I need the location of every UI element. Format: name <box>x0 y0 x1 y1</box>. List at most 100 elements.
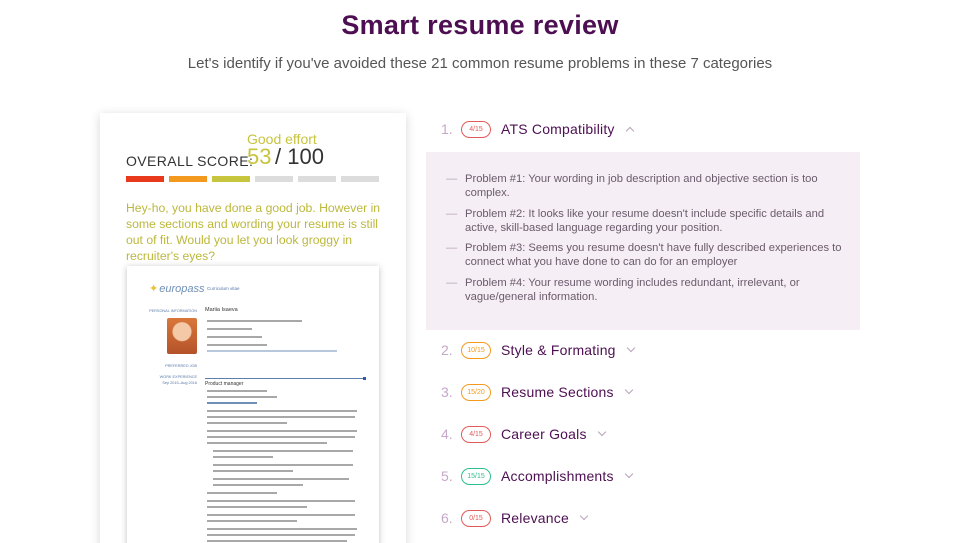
resume-text-line <box>207 540 347 542</box>
category-score-badge: 15/15 <box>461 467 491 485</box>
category-number: 6. <box>441 510 453 526</box>
resume-text-line <box>207 416 355 418</box>
category-title: Relevance <box>501 510 569 526</box>
chevron-down-icon[interactable] <box>597 427 606 437</box>
problem-text: Problem #3: Seems you resume doesn't hav… <box>465 242 842 268</box>
category-career-goals[interactable]: 4. 4/15 Career Goals <box>441 421 606 447</box>
category-title: ATS Compatibility <box>501 121 615 137</box>
category-score-badge: 4/15 <box>461 425 491 443</box>
resume-text-line <box>207 396 277 398</box>
score-segment <box>341 176 379 182</box>
chevron-down-icon[interactable] <box>624 385 633 395</box>
resume-text-line <box>207 436 355 438</box>
category-relevance[interactable]: 6. 0/15 Relevance <box>441 505 589 531</box>
resume-text-line <box>207 500 355 502</box>
resume-text-line <box>207 520 297 522</box>
category-number: 5. <box>441 468 453 484</box>
category-number: 2. <box>441 342 453 358</box>
resume-text-line <box>207 336 262 338</box>
problem-text: Problem #2: It looks like your resume do… <box>465 208 825 234</box>
score-verdict: Good effort <box>247 131 317 147</box>
resume-job-date: Sep 2015–Aug 2016 <box>162 381 197 385</box>
chevron-down-icon[interactable] <box>579 511 589 521</box>
overall-score-label: OVERALL SCORE: <box>126 153 254 169</box>
resume-photo <box>167 318 197 354</box>
category-ats-compatibility[interactable]: 1. 4/15 ATS Compatibility <box>441 116 634 142</box>
page-title: Smart resume review <box>341 10 619 40</box>
resume-text-line <box>207 528 357 530</box>
score-card: Good effort OVERALL SCORE: 53 / 100 Hey-… <box>100 113 406 543</box>
resume-text-line <box>213 478 349 480</box>
category-title: Accomplishments <box>501 468 614 484</box>
resume-text-line <box>207 514 355 516</box>
resume-text-line <box>207 344 267 346</box>
resume-text-line <box>207 442 327 444</box>
category-style-formating[interactable]: 2. 10/15 Style & Formating <box>441 337 635 363</box>
problem-text: Problem #1: Your wording in job descript… <box>465 173 818 199</box>
dash-icon: — <box>446 242 458 254</box>
dash-icon: — <box>446 173 458 185</box>
category-score-badge: 4/15 <box>461 120 491 138</box>
score-value: 53 <box>247 144 272 169</box>
category-number: 4. <box>441 426 453 442</box>
page-subtitle: Let's identify if you've avoided these 2… <box>187 55 773 72</box>
resume-section-work: WORK EXPERIENCE <box>159 375 197 379</box>
resume-text-line <box>207 430 357 432</box>
score-segment <box>126 176 164 182</box>
resume-text-line <box>207 402 257 404</box>
category-score-badge: 15/20 <box>461 383 491 401</box>
score-segment <box>212 176 250 182</box>
resume-doc-type: Curriculum vitae <box>207 286 240 291</box>
score-segment <box>298 176 336 182</box>
problem-item: — Problem #3: Seems you resume doesn't h… <box>446 241 846 269</box>
resume-text-line <box>213 450 353 452</box>
score-segment <box>255 176 293 182</box>
resume-name: Mariia Isaeva <box>205 307 238 313</box>
star-icon: ✦ <box>149 283 159 295</box>
resume-job-title: Product manager <box>205 381 244 387</box>
resume-rule-marker <box>363 377 366 380</box>
problem-item: — Problem #1: Your wording in job descri… <box>446 172 846 200</box>
category-score-badge: 0/15 <box>461 509 491 527</box>
category-title: Style & Formating <box>501 342 616 358</box>
resume-rule <box>205 378 365 379</box>
resume-text-line <box>207 390 267 392</box>
score-message: Hey-ho, you have done a good job. Howeve… <box>126 201 381 263</box>
category-resume-sections[interactable]: 3. 15/20 Resume Sections <box>441 379 633 405</box>
chevron-up-icon[interactable] <box>625 126 634 136</box>
score-max: / 100 <box>275 144 324 169</box>
dash-icon: — <box>446 277 458 289</box>
resume-section-job: PREFERRED JOB <box>165 364 197 368</box>
problem-item: — Problem #2: It looks like your resume … <box>446 207 846 235</box>
category-number: 1. <box>441 121 453 137</box>
resume-text-line <box>207 328 252 330</box>
category-number: 3. <box>441 384 453 400</box>
resume-text-line <box>207 320 302 322</box>
resume-text-line <box>213 464 353 466</box>
resume-text-line <box>207 350 337 352</box>
europass-logo: ✦europass <box>149 282 204 295</box>
resume-preview[interactable]: ✦europass Curriculum vitae PERSONAL INFO… <box>127 266 379 543</box>
resume-text-line <box>213 456 273 458</box>
category-accomplishments[interactable]: 5. 15/15 Accomplishments <box>441 463 633 489</box>
resume-text-line <box>207 422 287 424</box>
chevron-down-icon[interactable] <box>626 343 635 353</box>
category-score-badge: 10/15 <box>461 341 491 359</box>
chevron-down-icon[interactable] <box>624 469 633 479</box>
category-title: Career Goals <box>501 426 587 442</box>
resume-text-line <box>207 506 307 508</box>
resume-text-line <box>207 534 355 536</box>
resume-text-line <box>213 470 293 472</box>
resume-text-line <box>213 484 303 486</box>
resume-text-line <box>207 410 357 412</box>
dash-icon: — <box>446 208 458 220</box>
resume-section-personal: PERSONAL INFORMATION <box>149 309 197 313</box>
problem-item: — Problem #4: Your resume wording includ… <box>446 276 846 304</box>
score-segment <box>169 176 207 182</box>
category-title: Resume Sections <box>501 384 614 400</box>
europass-logo-text: europass <box>159 283 205 295</box>
problem-text: Problem #4: Your resume wording includes… <box>465 277 800 303</box>
problems-panel: — Problem #1: Your wording in job descri… <box>426 152 860 330</box>
resume-text-line <box>207 492 277 494</box>
score-bar <box>126 176 379 182</box>
